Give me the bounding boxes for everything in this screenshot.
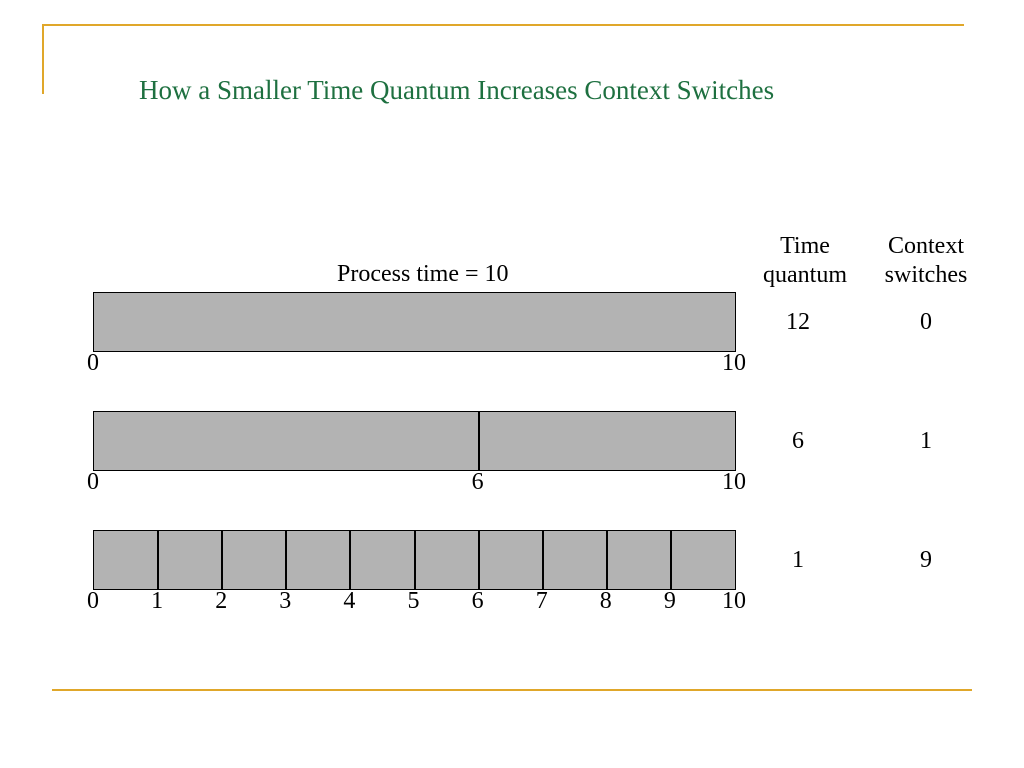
time-quantum-value: 1 [792,547,804,573]
tick-label: 0 [87,350,99,376]
tick-label: 7 [535,588,548,614]
time-quantum-header-line-2: quantum [763,262,847,288]
segment-divider [221,531,224,589]
process-time-label: Process time = 10 [337,261,509,287]
segment-divider [477,412,480,470]
context-switches-header-line-2: switches [884,262,968,288]
tick-label: 0 [87,588,99,614]
tick-label: 9 [663,588,676,614]
context-switches-value: 9 [920,547,932,573]
frame-top-rule [42,24,964,26]
frame-bottom-rule [52,689,972,691]
tick-label: 3 [279,588,292,614]
segment-divider [541,531,544,589]
segment-divider [157,531,160,589]
process-bar-row-3 [93,530,736,590]
context-switches-value: 0 [920,309,932,335]
tick-label: 5 [407,588,420,614]
tick-label: 4 [343,588,356,614]
segment-divider [349,531,352,589]
tick-label: 0 [87,469,99,495]
tick-label: 2 [215,588,228,614]
time-quantum-value: 6 [792,428,804,454]
time-quantum-header: Time quantum [763,232,847,290]
tick-label: 10 [722,588,746,614]
tick-label: 6 [471,588,484,614]
segment-divider [477,531,480,589]
time-quantum-header-line-1: Time [780,233,830,259]
tick-label: 10 [722,469,746,495]
time-quantum-value: 12 [786,309,810,335]
slide-title: How a Smaller Time Quantum Increases Con… [139,75,775,105]
tick-label: 1 [151,588,164,614]
context-switches-header-line-1: Context [888,233,964,259]
process-bar-row-1 [93,292,736,352]
segment-divider [413,531,416,589]
segment-divider [669,531,672,589]
tick-label: 10 [722,350,746,376]
process-bar-row-2 [93,411,736,471]
tick-label: 8 [599,588,612,614]
frame-left-rule [42,24,44,94]
context-switches-header: Context switches [885,232,968,290]
tick-label: 6 [471,469,484,495]
segment-divider [285,531,288,589]
context-switches-value: 1 [920,428,932,454]
segment-divider [605,531,608,589]
